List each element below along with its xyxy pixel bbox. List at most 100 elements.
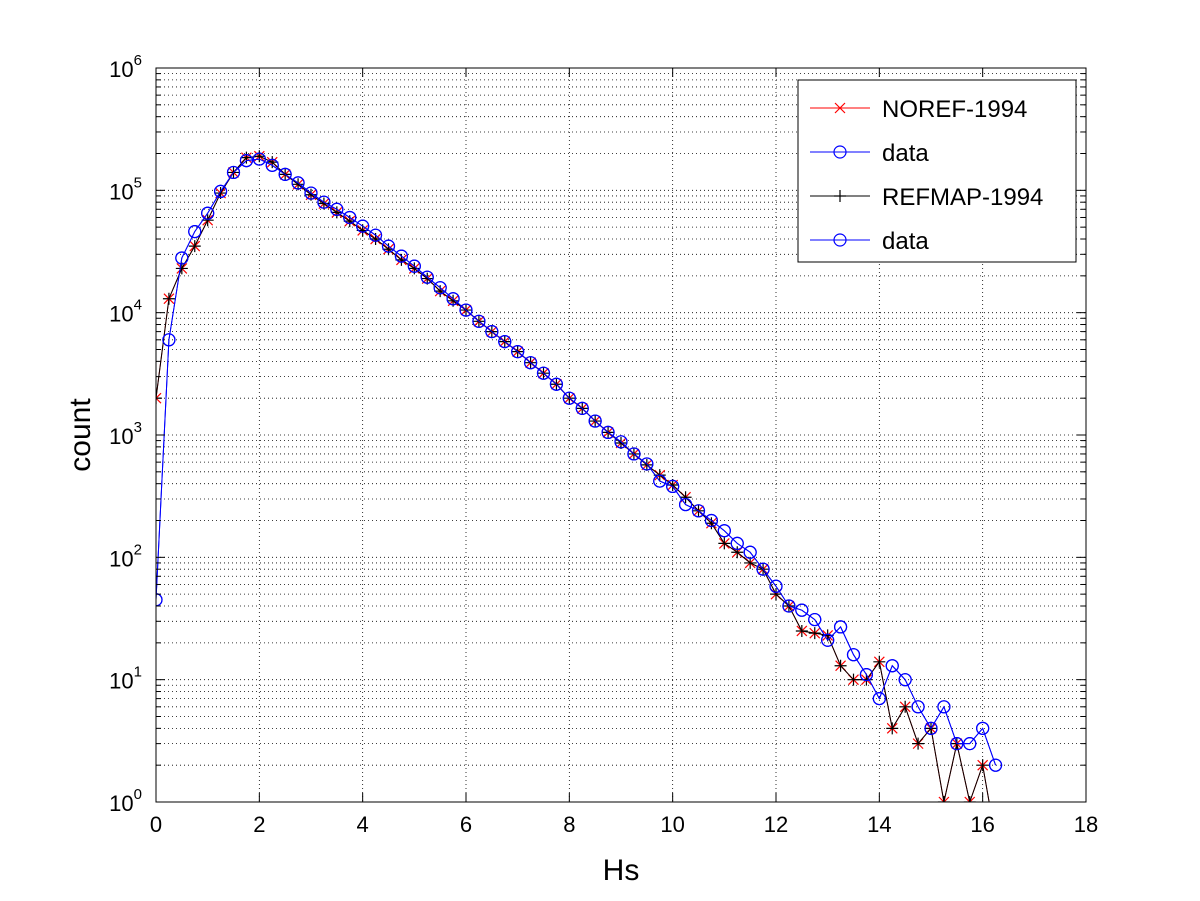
y-tick-label: 102: [109, 541, 142, 571]
legend-swatch-marker: [834, 190, 846, 202]
legend-box: [797, 79, 1077, 263]
series-point: [756, 562, 770, 576]
series-point: [201, 206, 215, 220]
x-tick-label: 8: [563, 812, 575, 837]
legend-label: NOREF-1994: [882, 96, 1027, 123]
x-tick-label: 6: [460, 812, 472, 837]
series-point: [265, 158, 279, 172]
series-point: [795, 603, 809, 617]
series-point: [498, 335, 512, 349]
series-point: [912, 737, 925, 750]
series-point: [640, 458, 653, 471]
series-point: [156, 392, 162, 404]
series-point: [330, 202, 344, 216]
series-point: [808, 612, 822, 627]
series-point: [808, 627, 821, 640]
series-point: [239, 154, 254, 168]
series-point: [731, 546, 744, 559]
series-point: [317, 195, 331, 209]
series-point: [859, 668, 874, 682]
series-point: [523, 356, 538, 370]
series-point: [549, 377, 564, 391]
series-point: [291, 176, 305, 190]
series-point: [381, 239, 396, 253]
x-axis-label: Hs: [603, 854, 640, 887]
x-tick-label: 18: [1074, 812, 1098, 837]
series-point: [278, 167, 292, 181]
series-point: [782, 599, 796, 613]
legend-label: data: [882, 140, 929, 167]
series-point: [911, 700, 925, 714]
series-point: [963, 796, 976, 802]
series-point: [627, 447, 641, 461]
x-tick-label: 2: [253, 812, 265, 837]
series-point: [988, 758, 1003, 772]
series-point: [770, 588, 782, 601]
series-point: [201, 214, 214, 227]
series-point: [963, 737, 977, 751]
series-point: [420, 270, 434, 284]
series-point: [937, 796, 950, 802]
series-point: [679, 491, 692, 504]
series-point: [872, 692, 886, 706]
y-tick-label: 104: [109, 297, 142, 327]
series-point: [730, 536, 744, 550]
y-tick-label: 100: [109, 786, 142, 816]
x-tick-label: 0: [150, 812, 162, 837]
series-point: [356, 219, 370, 233]
legend-swatch-marker: [833, 233, 847, 247]
series-point: [536, 366, 551, 380]
x-tick-label: 12: [764, 812, 788, 837]
series-point: [718, 537, 731, 550]
series-point: [678, 497, 693, 512]
series-point: [938, 796, 950, 802]
series-point: [213, 184, 228, 199]
x-tick-label: 14: [867, 812, 891, 837]
series-point: [964, 796, 976, 802]
series-point: [472, 314, 486, 328]
series-point: [188, 240, 201, 253]
series-point: [924, 721, 938, 735]
series-point: [950, 737, 964, 751]
series-point: [266, 156, 279, 169]
series-point: [253, 150, 266, 163]
series-point: [717, 524, 731, 538]
series-point: [485, 325, 499, 339]
series-point: [459, 303, 473, 317]
series-point: [433, 281, 447, 295]
x-tick-label: 10: [660, 812, 684, 837]
series-point: [162, 292, 175, 305]
y-tick-label: 101: [109, 664, 142, 694]
series-point: [162, 333, 176, 347]
axis-ticks: 0 2 4 6 8 10 12 14 16 18 100 101 102 103 104 105 106: [109, 52, 1098, 837]
legend: NOREF-1994 data REFMAP-1994 data: [797, 79, 1077, 263]
series-point: [937, 700, 951, 714]
series-point: [156, 593, 163, 607]
series-point: [744, 556, 757, 569]
series-point: [226, 165, 241, 180]
series-point: [653, 474, 667, 488]
series-point: [833, 620, 848, 634]
series-point: [562, 391, 576, 405]
series-point: [240, 151, 253, 164]
series-point: [899, 700, 912, 713]
series-point: [588, 414, 602, 428]
series-point: [834, 659, 847, 672]
series-point: [601, 425, 615, 440]
series-point: [614, 435, 628, 449]
series-point: [976, 759, 989, 772]
series-point: [252, 152, 266, 166]
series-point: [885, 659, 899, 673]
series-point: [704, 513, 719, 528]
series-point: [898, 673, 912, 687]
series-point: [976, 721, 990, 735]
series-point: [317, 197, 330, 210]
series-point: [769, 579, 783, 593]
series-line: [156, 158, 997, 766]
series-point: [640, 457, 654, 471]
y-tick-label: 103: [109, 419, 142, 449]
y-tick-label: 105: [109, 174, 142, 204]
series-point: [575, 401, 589, 415]
y-axis-label: count: [64, 398, 97, 472]
series-point: [407, 259, 421, 273]
